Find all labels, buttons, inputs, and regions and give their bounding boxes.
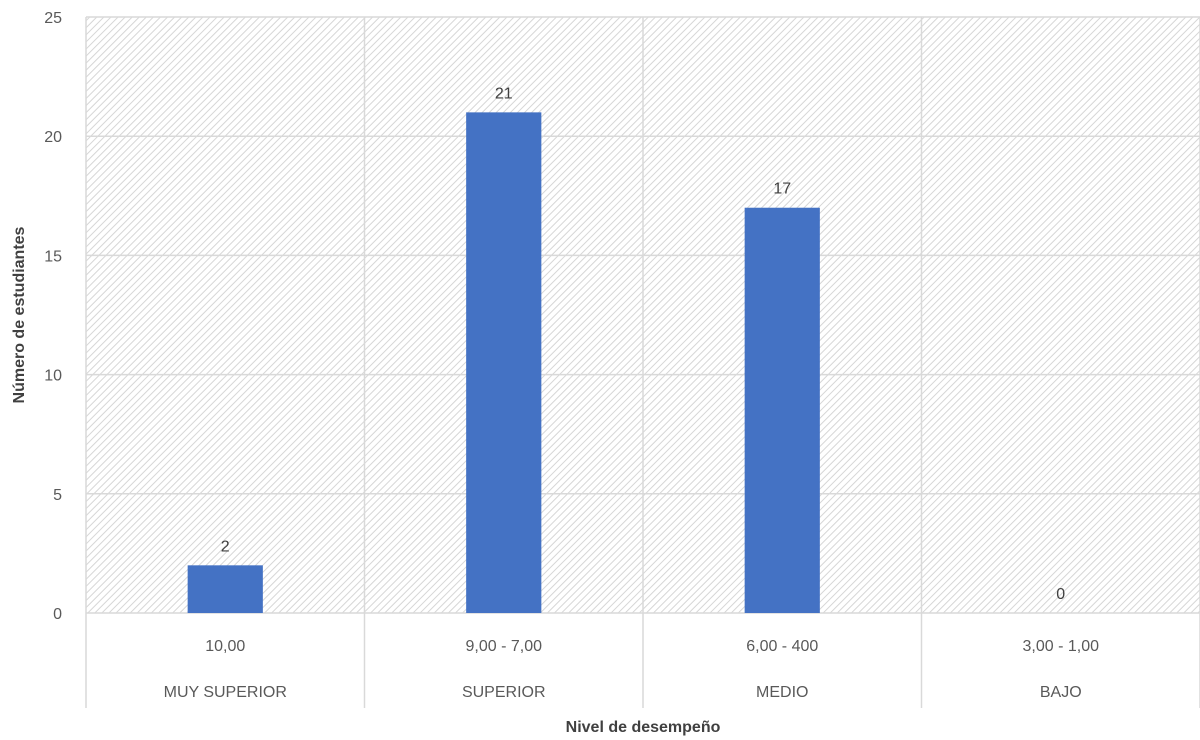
x-category-level-label: SUPERIOR (462, 684, 546, 701)
x-category-range-label: 9,00 - 7,00 (466, 638, 543, 655)
x-category-level-label: MEDIO (756, 684, 808, 701)
x-axis-title: Nivel de desempeño (566, 719, 721, 736)
x-category-range-label: 6,00 - 400 (746, 638, 818, 655)
data-label: 2 (221, 538, 230, 555)
x-category-range-label: 3,00 - 1,00 (1023, 638, 1100, 655)
data-labels: 2 21 17 0 (221, 85, 1066, 603)
bar (744, 207, 820, 613)
gridlines (85, 16, 1200, 614)
y-tick-label: 0 (53, 606, 62, 623)
bars (187, 112, 820, 614)
y-tick-label: 20 (44, 129, 62, 146)
y-tick-label: 10 (44, 368, 62, 385)
y-tick-label: 15 (44, 248, 62, 265)
bar (187, 565, 263, 613)
y-axis: 0 5 10 15 20 25 (44, 10, 62, 623)
y-axis-title: Número de estudiantes (11, 226, 28, 403)
x-axis: 10,00 MUY SUPERIOR 9,00 - 7,00 SUPERIOR 6,00… (85, 613, 1200, 708)
data-label: 17 (773, 181, 791, 198)
bar (466, 112, 542, 614)
x-category-level-label: MUY SUPERIOR (164, 684, 287, 701)
y-tick-label: 25 (44, 10, 62, 27)
y-tick-label: 5 (53, 487, 62, 504)
x-category-level-label: BAJO (1040, 684, 1082, 701)
x-category-range-label: 10,00 (205, 638, 245, 655)
data-label: 21 (495, 85, 513, 102)
data-label: 0 (1056, 586, 1065, 603)
